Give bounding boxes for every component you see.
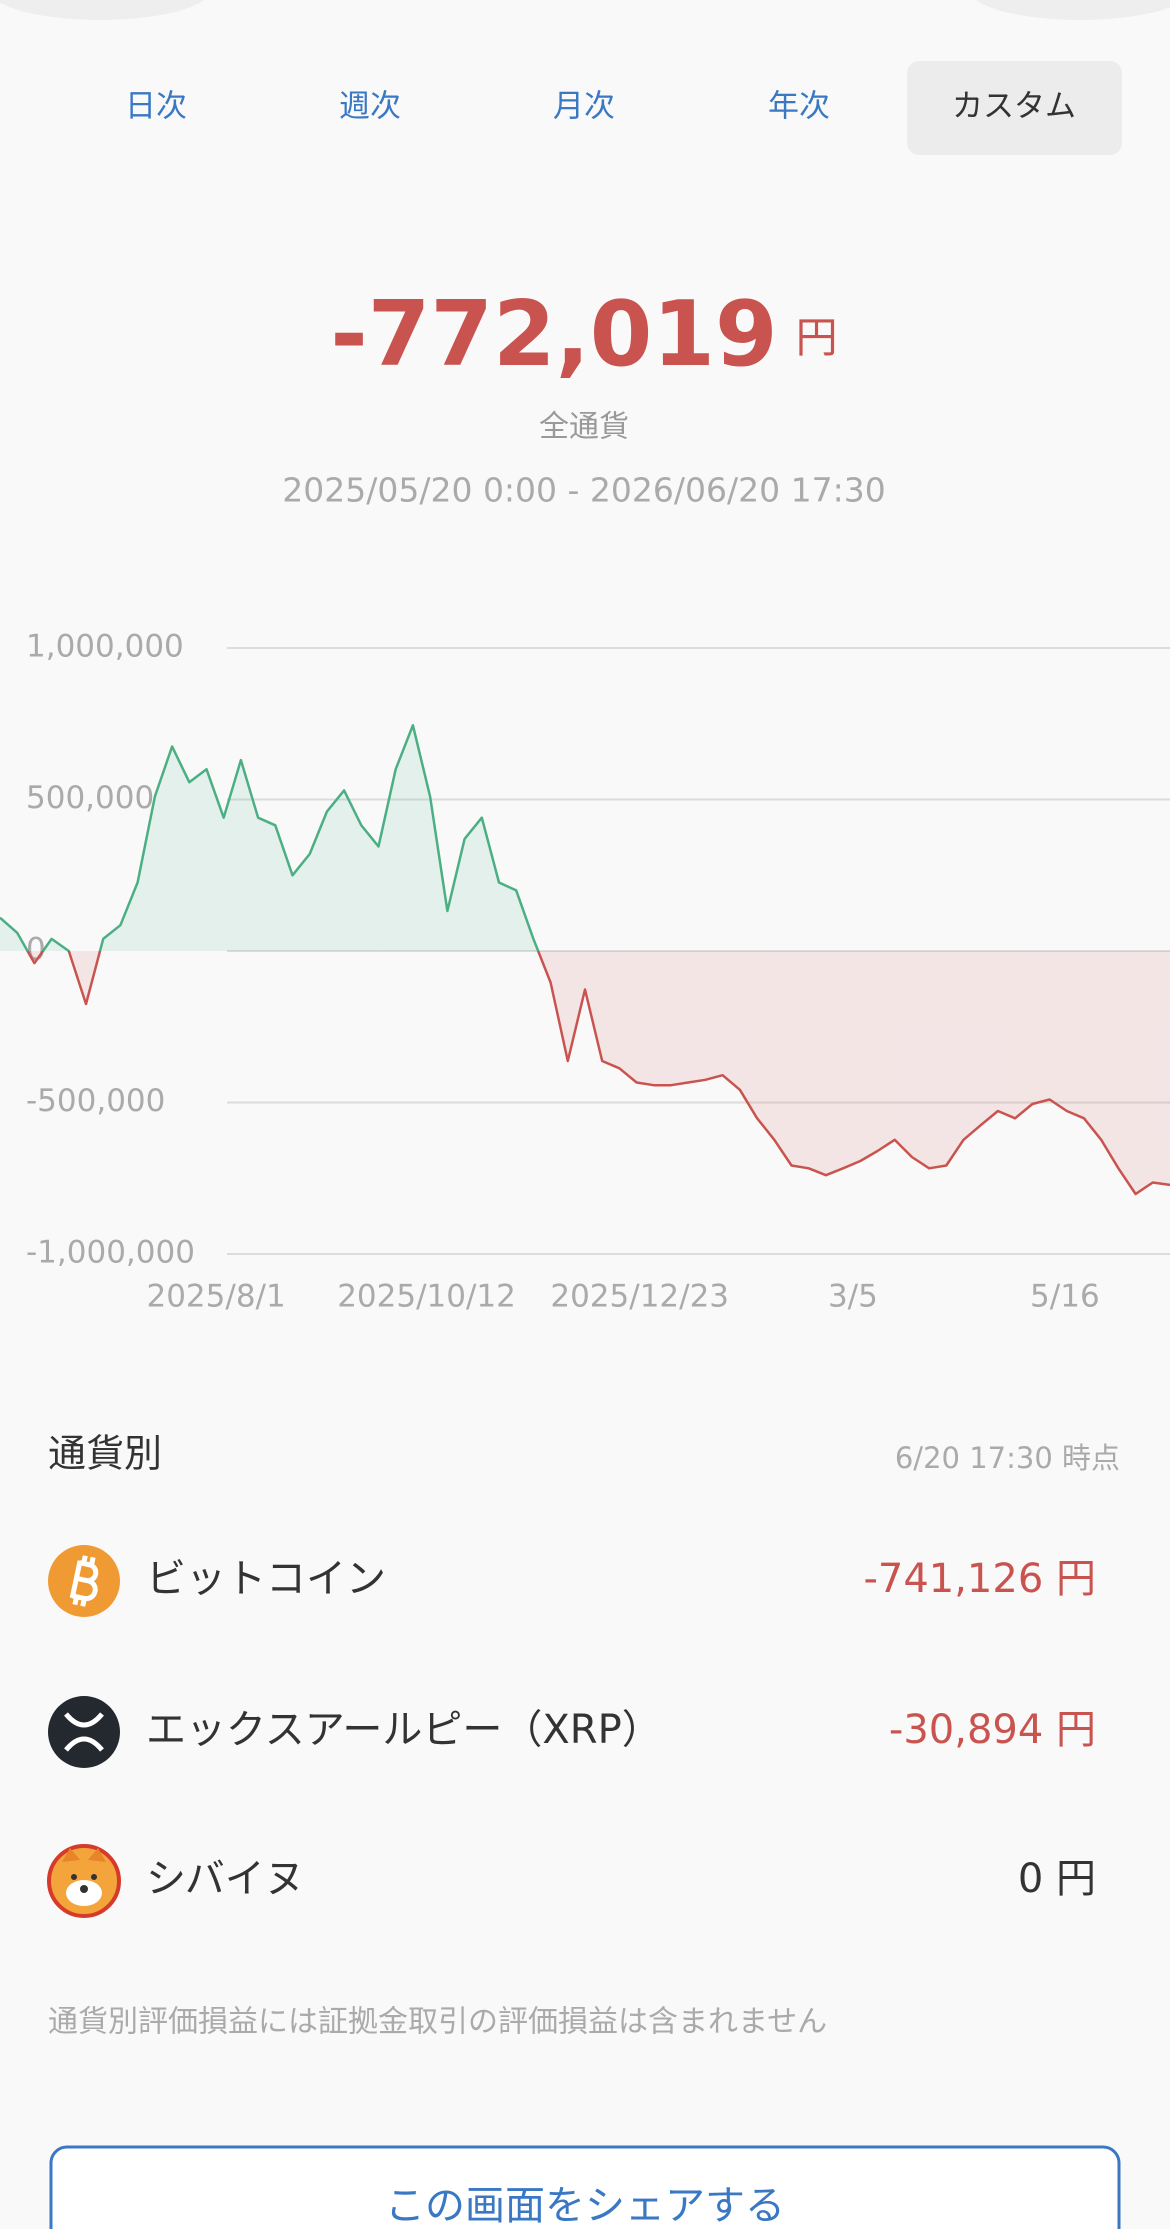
- tab[interactable]: カスタム: [952, 89, 1076, 125]
- total-amount: -772,019 円: [330, 282, 837, 387]
- bitcoin-icon: [48, 1545, 120, 1617]
- y-tick-label: 500,000: [26, 780, 154, 816]
- top-shadow: [976, 0, 1170, 20]
- shiba-icon: [47, 1844, 121, 1918]
- currency-amount: -741,126 円: [863, 1556, 1096, 1602]
- y-tick-label: -1,000,000: [26, 1235, 195, 1271]
- x-tick-label: 3/5: [828, 1279, 878, 1315]
- unit: 円: [796, 313, 838, 362]
- tab[interactable]: 日次: [125, 89, 187, 125]
- currency-name: シバイヌ: [146, 1856, 305, 1902]
- scope: 全通貨: [539, 410, 629, 445]
- x-tick-label: 2025/12/23: [550, 1279, 729, 1315]
- as-of: 6/20 17:30 時点: [895, 1441, 1120, 1475]
- share-button-label[interactable]: この画面をシェアする: [385, 2183, 785, 2229]
- note: 通貨別評価損益には証拠金取引の評価損益は含まれません: [48, 2005, 827, 2040]
- currency-name: ビットコイン: [146, 1556, 386, 1602]
- chart: 1,000,000500,0000-500,000-1,000,0002025/…: [0, 629, 1170, 1315]
- tab[interactable]: 年次: [768, 89, 830, 125]
- area: [0, 725, 1170, 1194]
- top-shadow: [0, 0, 204, 20]
- x-tick-label: 2025/8/1: [146, 1279, 285, 1315]
- share-button[interactable]: [49, 2145, 1121, 2229]
- x-tick-label: 5/16: [1030, 1279, 1100, 1315]
- tab-active-bg[interactable]: [907, 61, 1122, 155]
- line: [0, 724, 1170, 1196]
- y-tick-label: -500,000: [26, 1083, 165, 1119]
- period: 2025/05/20 0:00 - 2026/06/20 17:30: [282, 471, 885, 510]
- currency-amount: -30,894 円: [889, 1707, 1096, 1753]
- currency-amount: 0 円: [1018, 1856, 1096, 1902]
- tab[interactable]: 月次: [553, 89, 615, 125]
- tab[interactable]: 週次: [339, 89, 401, 125]
- section-title: 通貨別: [48, 1432, 162, 1476]
- y-tick-label: 1,000,000: [26, 629, 184, 665]
- x-tick-label: 2025/10/12: [337, 1279, 516, 1315]
- xrp-icon: [48, 1696, 120, 1768]
- currency-name: エックスアールピー（XRP）: [146, 1707, 662, 1753]
- amount: -772,019: [330, 282, 777, 387]
